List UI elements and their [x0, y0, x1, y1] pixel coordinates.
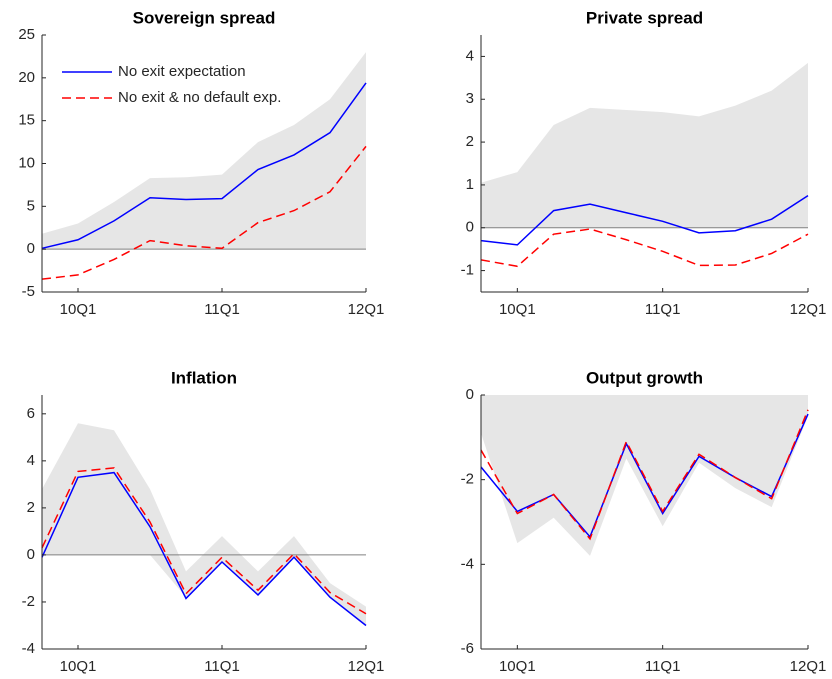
- x-tick-label: 10Q1: [60, 301, 97, 318]
- y-tick-label: -2: [22, 593, 35, 610]
- y-tick-label: 0: [27, 546, 35, 563]
- x-tick-label: 10Q1: [60, 658, 97, 675]
- x-tick-label: 11Q1: [204, 301, 240, 318]
- series-line: [41, 467, 367, 615]
- y-tick-label: 2: [466, 133, 474, 150]
- chart-title: Sovereign spread: [133, 8, 276, 27]
- series-line: [41, 145, 367, 280]
- legend-label: No exit & no default exp.: [118, 89, 281, 106]
- y-tick-label: -6: [461, 640, 474, 657]
- chart-title: Inflation: [171, 368, 237, 387]
- y-tick-label: 25: [18, 26, 35, 43]
- series-line: [480, 194, 809, 246]
- y-tick-label: -2: [461, 471, 474, 488]
- series-line: [480, 413, 809, 539]
- y-tick-label: -5: [22, 283, 35, 300]
- y-tick-label: 10: [18, 154, 35, 171]
- x-tick-label: 10Q1: [499, 301, 536, 318]
- chart-title: Output growth: [586, 368, 703, 387]
- y-tick-label: 0: [27, 240, 35, 257]
- series-line: [480, 409, 809, 541]
- band: [42, 52, 366, 250]
- x-tick-label: 12Q1: [348, 301, 385, 318]
- y-tick-label: 0: [466, 219, 474, 236]
- band: [42, 423, 366, 626]
- x-tick-label: 11Q1: [204, 658, 240, 675]
- x-tick-label: 12Q1: [790, 301, 827, 318]
- series-line: [41, 82, 367, 250]
- series-line: [480, 228, 809, 268]
- y-tick-label: 3: [466, 90, 474, 107]
- y-tick-label: 20: [18, 69, 35, 86]
- y-tick-label: 4: [27, 452, 35, 469]
- y-tick-label: 1: [466, 176, 474, 193]
- x-tick-label: 10Q1: [499, 658, 536, 675]
- y-tick-label: 6: [27, 405, 35, 422]
- y-tick-label: 5: [27, 197, 35, 214]
- y-tick-label: 0: [466, 386, 474, 403]
- band: [481, 62, 808, 228]
- chart-title: Private spread: [586, 8, 703, 27]
- y-tick-label: -4: [22, 640, 35, 657]
- series-line: [41, 471, 367, 627]
- y-tick-label: 15: [18, 112, 35, 129]
- y-tick-label: -1: [461, 262, 474, 279]
- legend-label: No exit expectation: [118, 63, 246, 80]
- x-tick-label: 12Q1: [790, 658, 827, 675]
- x-tick-label: 11Q1: [645, 658, 681, 675]
- y-tick-label: 2: [27, 499, 35, 516]
- x-tick-label: 11Q1: [645, 301, 681, 318]
- y-tick-label: -4: [461, 555, 474, 572]
- y-tick-label: 4: [466, 47, 474, 64]
- x-tick-label: 12Q1: [348, 658, 385, 675]
